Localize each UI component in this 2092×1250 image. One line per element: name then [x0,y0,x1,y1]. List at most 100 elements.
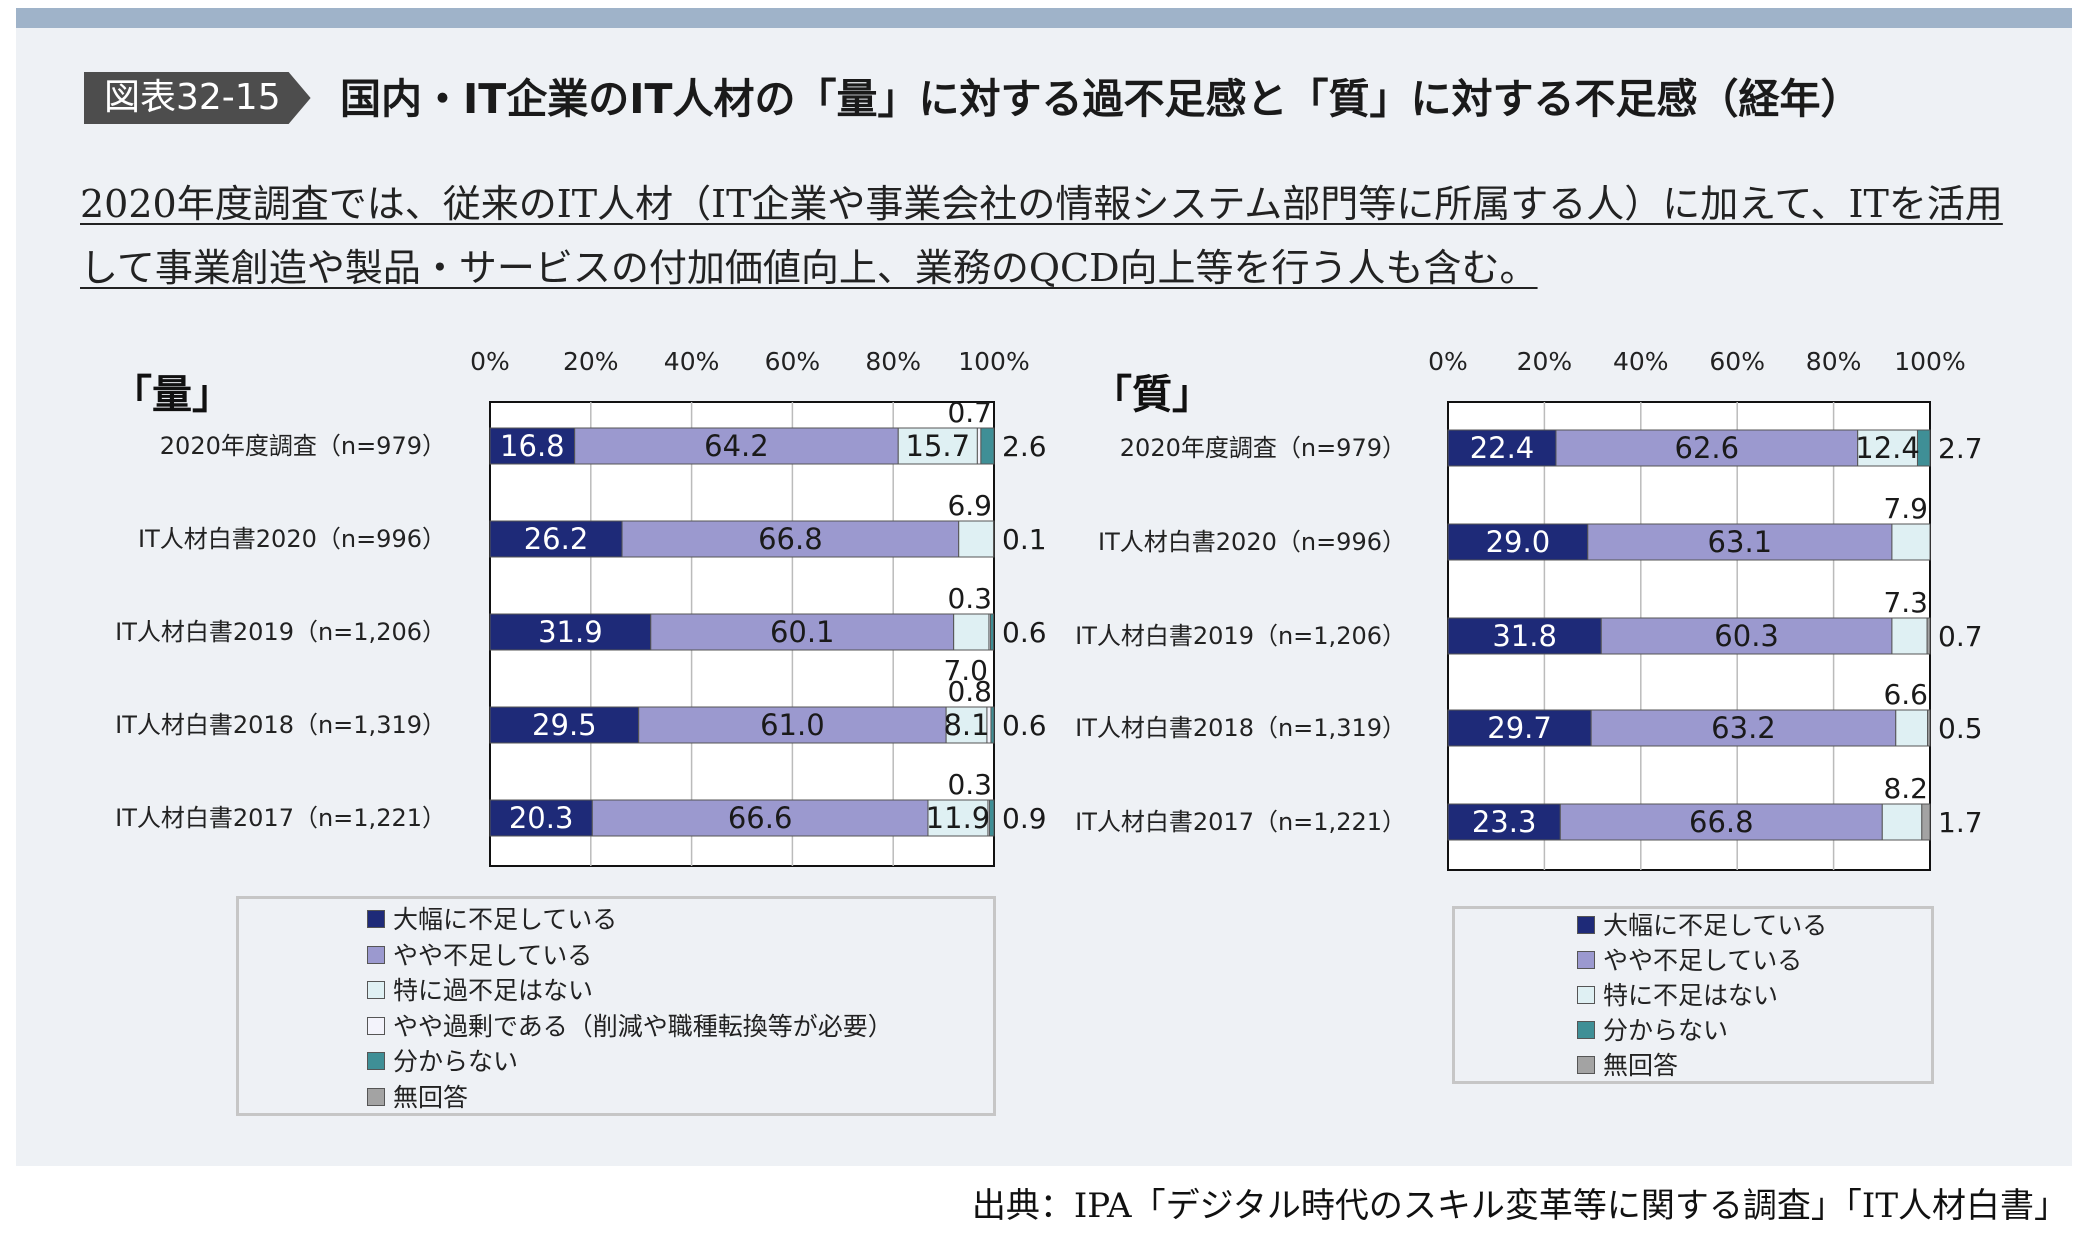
note-line-1: 2020年度調査では、従来のIT人材（IT企業や事業会社の情報システム部門等に所… [80,182,2003,226]
data-label-right-0-0: 2.6 [1002,430,1047,463]
data-label-above-1-4: 8.2 [1883,772,1928,805]
legend-label-0-0: 大幅に不足している [393,905,618,934]
legend-item-0-5: 無回答 [367,1081,468,1115]
legend-label-1-2: 特に不足はない [1603,981,1779,1010]
data-label-1-3-0: 29.7 [1487,711,1552,745]
bar-segment-0-3-2 [945,706,988,744]
figure-note: 2020年度調査では、従来のIT人材（IT企業や事業会社の情報システム部門等に所… [80,172,2020,300]
legend-item-1-0: 大幅に不足している [1577,909,1827,943]
bar-segment-0-1-4 [992,520,995,558]
legend-swatch-0-4 [367,1052,385,1070]
data-label-above-0-3: 0.8 [947,675,992,708]
legend-label-1-4: 無回答 [1603,1051,1679,1080]
category-label-1-3: IT人材白書2018（n=1,319） [1075,714,1406,742]
data-label-1-1-0: 29.0 [1486,525,1551,559]
data-label-0-1-0: 26.2 [524,522,589,556]
legend-item-0-4: 分からない [367,1045,518,1079]
legend-item-0-3: やや過剰である（削減や職種転換等が必要） [367,1010,893,1044]
data-label-0-1-1: 66.8 [758,522,823,556]
legend-item-1-1: やや不足している [1577,944,1802,978]
legend-swatch-0-1 [367,945,385,964]
bar-segment-1-4-2 [1881,803,1923,841]
category-label-0-4: IT人材白書2017（n=1,221） [115,804,446,832]
bar-segment-1-1-0 [1447,523,1589,561]
legend-item-0-2: 特に過不足はない [367,974,593,1008]
note-line-2: して事業創造や製品・サービスの付加価値向上、業務のQCD向上等を行う人も含む。 [80,246,1538,290]
data-label-0-3-1: 61.0 [760,708,825,742]
x-tick-label-0-2: 40% [664,347,720,376]
data-label-right-0-4: 0.9 [1002,802,1047,835]
bar-segment-0-2-1 [650,613,955,651]
x-tick-label-0-3: 60% [765,347,821,376]
legend-swatch-0-2 [367,981,385,999]
bar-segment-0-1-0 [489,520,623,558]
legend-quantity: 大幅に不足している やや不足している 特に過不足はない やや過剰である（削減や職種転換… [236,896,996,1116]
x-tick-label-0-1: 20% [563,347,619,376]
category-label-1-4: IT人材白書2017（n=1,221） [1075,808,1406,836]
data-label-1-2-0: 31.8 [1492,619,1557,653]
bar-segment-1-0-1 [1555,429,1859,467]
legend-swatch-1-2 [1577,986,1595,1004]
data-label-0-0-1: 64.2 [704,429,769,463]
legend-swatch-1-4 [1577,1056,1595,1074]
bar-segment-0-0-2 [897,427,978,465]
bar-segment-1-3-2 [1895,709,1929,747]
legend-label-0-2: 特に過不足はない [393,976,594,1005]
data-label-1-0-2: 12.4 [1855,431,1920,465]
category-label-1-1: IT人材白書2020（n=996） [1098,528,1406,556]
data-label-1-0-1: 62.6 [1675,431,1740,465]
data-label-right-0-1: 0.1 [1002,523,1047,556]
data-label-0-3-2: 8.1 [943,708,989,742]
legend-item-1-3: 分からない [1577,1014,1728,1048]
bar-segment-1-4-0 [1447,803,1561,841]
data-label-above-1-2: 7.3 [1883,586,1928,619]
bar-segment-0-4-0 [489,799,593,837]
x-tick-label-1-5: 100% [1894,347,1965,376]
legend-item-1-4: 無回答 [1577,1049,1678,1083]
legend-label-1-1: やや不足している [1603,946,1803,975]
bar-segment-0-3-4 [990,706,995,744]
bar-segment-0-1-2 [958,520,994,558]
data-label-right-1-3: 0.5 [1938,712,1983,745]
legend-swatch-1-0 [1577,916,1595,934]
data-label-0-2-0: 31.9 [538,615,603,649]
data-label-right-1-2: 0.7 [1938,620,1983,653]
bar-segment-1-2-2 [1891,617,1928,655]
x-tick-label-1-2: 40% [1613,347,1669,376]
data-label-above-1-3: 6.6 [1883,678,1928,711]
bar-segment-0-2-2 [953,613,990,651]
legend-swatch-1-3 [1577,1021,1595,1039]
category-label-1-2: IT人材白書2019（n=1,206） [1075,622,1406,650]
data-label-1-4-0: 23.3 [1472,805,1537,839]
data-label-above-0-4: 0.3 [947,768,992,801]
legend-quality: 大幅に不足している やや不足している 特に不足はない 分からない無回答 [1452,906,1934,1084]
x-tick-label-0-0: 0% [470,347,510,376]
data-label-0-3-0: 29.5 [532,708,597,742]
category-label-1-0: 2020年度調査（n=979） [1120,434,1406,462]
data-label-above-0-0: 0.7 [947,396,992,429]
bar-segment-0-1-1 [621,520,960,558]
bar-segment-0-0-0 [489,427,576,465]
legend-label-1-0: 大幅に不足している [1603,911,1828,940]
x-tick-label-1-4: 80% [1806,347,1862,376]
data-label-1-0-0: 22.4 [1470,431,1535,465]
bar-segment-1-0-3 [1916,429,1931,467]
figure-number-tag: 図表32-15 [84,72,311,124]
bar-segment-0-2-4 [989,613,994,651]
legend-label-1-3: 分からない [1603,1016,1729,1045]
data-label-0-0-0: 16.8 [500,429,565,463]
x-tick-label-1-1: 20% [1517,347,1573,376]
legend-label-0-4: 分からない [393,1047,519,1076]
data-label-right-0-3: 0.6 [1002,709,1047,742]
bar-segment-1-0-2 [1857,429,1918,467]
category-label-0-0: 2020年度調査（n=979） [160,432,446,460]
bar-segment-0-4-1 [591,799,929,837]
source-citation: 出典：IPA「デジタル時代のスキル変革等に関する調査」「IT人材白書」 [971,1186,2068,1226]
data-label-1-3-1: 63.2 [1711,711,1776,745]
bar-segment-0-0-3 [976,427,982,465]
data-label-right-0-2: 0.6 [1002,616,1047,649]
bar-segment-0-0-4 [980,427,995,465]
legend-item-1-2: 特に不足はない [1577,979,1778,1013]
figure-title: 国内・IT企業のIT人材の「量」に対する過不足感と「質」に対する不足感（経年） [340,75,1862,123]
data-label-0-4-0: 20.3 [509,801,574,835]
